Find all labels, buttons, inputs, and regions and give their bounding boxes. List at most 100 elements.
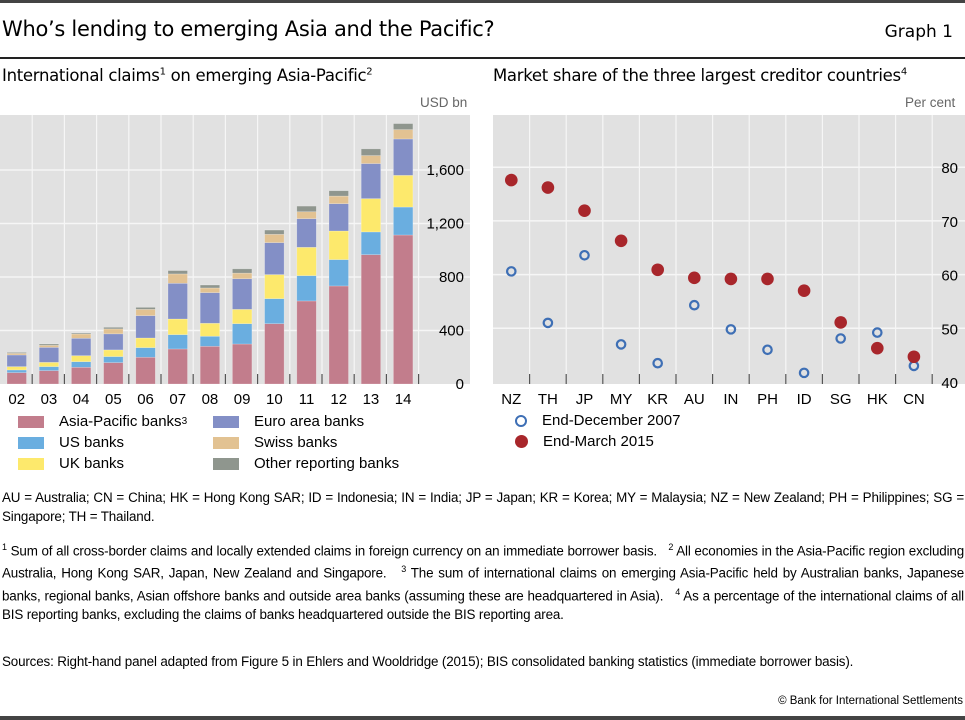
point-2007 <box>725 324 737 335</box>
point-2007 <box>615 339 627 350</box>
y-tick-label: 80 <box>941 160 958 177</box>
point-2007 <box>762 344 773 356</box>
bar-segment <box>232 268 253 274</box>
legend-swatch <box>18 457 44 470</box>
bar-segment <box>393 129 414 140</box>
bar-segment <box>167 273 188 284</box>
footnote-number: 1 <box>2 542 7 552</box>
bar-segment <box>167 318 188 335</box>
footnote-text: All economies in the Asia-Pacific region… <box>2 543 964 581</box>
point-2015 <box>797 284 811 298</box>
footnote-ref: 4 <box>900 66 907 78</box>
bar-segment <box>264 242 285 275</box>
legend-label: Asia-Pacific banks <box>59 413 182 430</box>
y-tick-label: 800 <box>439 269 464 286</box>
legend-label: Other reporting banks <box>254 455 400 472</box>
y-tick-label: 40 <box>941 375 958 392</box>
bar-segment <box>199 284 220 289</box>
legend-label: UK banks <box>59 455 125 472</box>
x-tick-label: 11 <box>299 391 315 408</box>
bar-segment <box>199 287 220 293</box>
bar-segment <box>135 356 156 385</box>
bar-segment <box>71 332 92 335</box>
legend-item-other: Other reporting banks <box>213 455 399 472</box>
bar-segment <box>264 323 285 385</box>
bar-segment <box>103 362 124 385</box>
bar-segment <box>6 366 27 371</box>
y-tick-label: 1,200 <box>426 216 464 233</box>
scatter-chart: NZ TH JP MY KR AU IN PH ID SG HK CN 40 50 60 70 80 <box>493 115 965 408</box>
point-2015 <box>651 263 664 277</box>
legend-item-uk: UK banks <box>18 455 124 472</box>
bar-segment <box>360 198 382 233</box>
x-tick-label: IN <box>723 391 738 408</box>
point-2007 <box>579 249 590 261</box>
bar-segment <box>199 335 220 347</box>
x-tick-label: 08 <box>202 391 219 408</box>
bar-segment <box>360 254 382 385</box>
bar-segment <box>264 229 285 235</box>
left-unit-label: USD bn <box>420 95 468 110</box>
left-title-text-mid: on emerging Asia-Pacific <box>165 66 367 85</box>
bar-segment <box>232 272 253 280</box>
bar-segment <box>103 349 124 357</box>
footnote-ref: 2 <box>366 66 373 78</box>
x-tick-label: HK <box>867 391 888 408</box>
x-tick-label: JP <box>576 391 594 408</box>
legend-swatch <box>213 415 239 428</box>
copyright: © Bank for International Settlements <box>778 695 963 707</box>
x-tick-label: 03 <box>41 391 58 408</box>
graph-title: Who’s lending to emerging Asia and the P… <box>2 17 495 41</box>
x-tick-label: 10 <box>266 391 283 408</box>
legend-item-euro: Euro area banks <box>213 413 364 430</box>
bar-segment <box>199 345 220 385</box>
legend-item-2015: End-March 2015 <box>515 433 654 450</box>
legend-swatch <box>213 457 239 470</box>
legend-item-swiss: Swiss banks <box>213 434 337 451</box>
bar-segment <box>328 259 349 287</box>
bar-segment <box>199 292 220 324</box>
bar-segment <box>103 356 124 363</box>
left-legend: Asia-Pacific banks 3 US banks UK banks Eu… <box>0 412 480 478</box>
plot-background <box>493 115 965 384</box>
x-tick-label: AU <box>684 391 705 408</box>
bar-segment <box>38 370 60 385</box>
bar-segment <box>38 362 60 367</box>
point-2007 <box>835 333 846 344</box>
bar-segment <box>71 355 92 362</box>
bar-segment <box>6 354 27 367</box>
point-2007 <box>542 317 554 329</box>
footnote-ref: 1 <box>159 66 166 78</box>
bar-segment <box>393 175 414 208</box>
bar-segment <box>103 326 124 330</box>
legend-item-asia-pacific: Asia-Pacific banks 3 <box>18 413 187 430</box>
bar-segment <box>135 347 156 358</box>
x-tick-label: 04 <box>73 391 90 408</box>
bar-segment <box>71 333 92 339</box>
bar-segment <box>6 372 27 385</box>
legend-label: End-December 2007 <box>542 412 681 429</box>
bar-segment <box>167 282 188 320</box>
legend-swatch <box>18 436 44 449</box>
point-2007 <box>871 327 883 338</box>
x-tick-label: ID <box>797 391 812 408</box>
bar-segment <box>296 205 317 213</box>
bar-segment <box>232 323 253 345</box>
title-rule <box>0 57 965 59</box>
bar-segment <box>328 195 349 205</box>
x-tick-label: 06 <box>137 391 154 408</box>
x-tick-label: PH <box>757 391 778 408</box>
left-title-text: International claims <box>2 66 160 85</box>
bar-segment <box>232 343 253 385</box>
footnote-text: As a percentage of the international cla… <box>2 588 964 623</box>
y-tick-label: 400 <box>439 323 464 340</box>
footnote-ref: 3 <box>181 416 188 427</box>
bar-segment <box>6 352 27 354</box>
legend-swatch <box>18 415 44 428</box>
bar-segment <box>328 285 349 385</box>
bar-segment <box>38 366 60 371</box>
right-title-text: Market share of the three largest credit… <box>493 66 901 85</box>
x-tick-label: 02 <box>8 391 25 408</box>
bar-segment <box>38 345 60 348</box>
point-2007 <box>689 299 700 311</box>
